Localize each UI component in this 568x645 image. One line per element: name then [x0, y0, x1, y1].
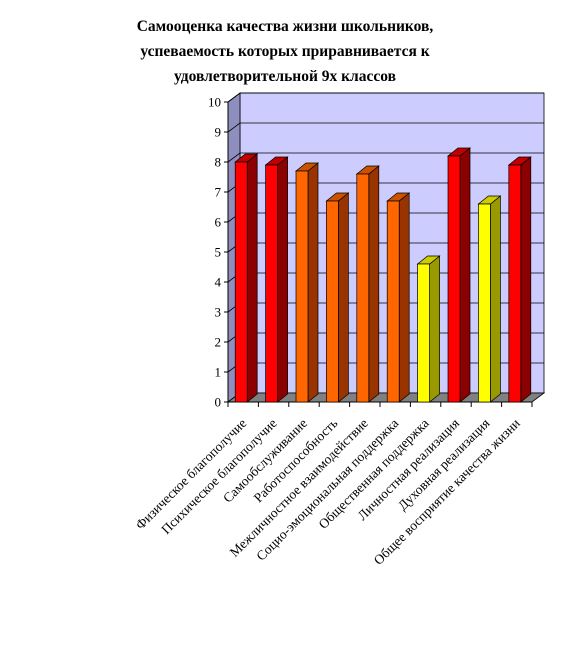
- chart-title: Самооценка качества жизни школьников, ус…: [60, 14, 510, 89]
- y-tick-label: 7: [215, 185, 222, 200]
- y-tick-label: 4: [215, 275, 222, 290]
- bar: [295, 170, 309, 403]
- bar: [417, 263, 430, 403]
- bar: [478, 203, 491, 403]
- bar: [386, 200, 400, 403]
- bar: [508, 164, 522, 403]
- chart-title-line-3: удовлетворительной 9х классов: [173, 68, 397, 85]
- gridline: [227, 152, 544, 163]
- gridline: [227, 92, 544, 103]
- bar-side: [338, 192, 349, 403]
- bar-side: [246, 153, 258, 403]
- bar-side: [490, 195, 501, 403]
- bar: [447, 155, 461, 403]
- bar-side: [459, 147, 471, 403]
- bar-side: [368, 165, 380, 403]
- y-tick-label: 8: [215, 155, 222, 170]
- chart-title-line-1: Самооценка качества жизни школьников,: [136, 18, 434, 35]
- y-tick-label: 9: [215, 125, 222, 140]
- bar-side: [429, 255, 440, 403]
- y-tick-label: 5: [215, 245, 222, 260]
- bar: [356, 173, 370, 403]
- gridline: [227, 122, 544, 133]
- y-tick-label: 0: [215, 395, 222, 410]
- bar: [234, 161, 248, 403]
- bar: [265, 164, 278, 403]
- y-tick-label: 3: [215, 305, 222, 320]
- y-tick-label: 2: [215, 335, 222, 350]
- bar-side: [277, 156, 288, 403]
- y-tick-label: 1: [215, 365, 222, 380]
- y-tick-label: 6: [215, 215, 222, 230]
- bar-side: [398, 192, 410, 403]
- bar-side: [520, 156, 532, 403]
- y-tick-label: 10: [208, 95, 221, 110]
- chart-title-line-2: успеваемость которых приравнивается к: [140, 43, 430, 60]
- bar-side: [307, 162, 319, 403]
- bar: [326, 200, 339, 403]
